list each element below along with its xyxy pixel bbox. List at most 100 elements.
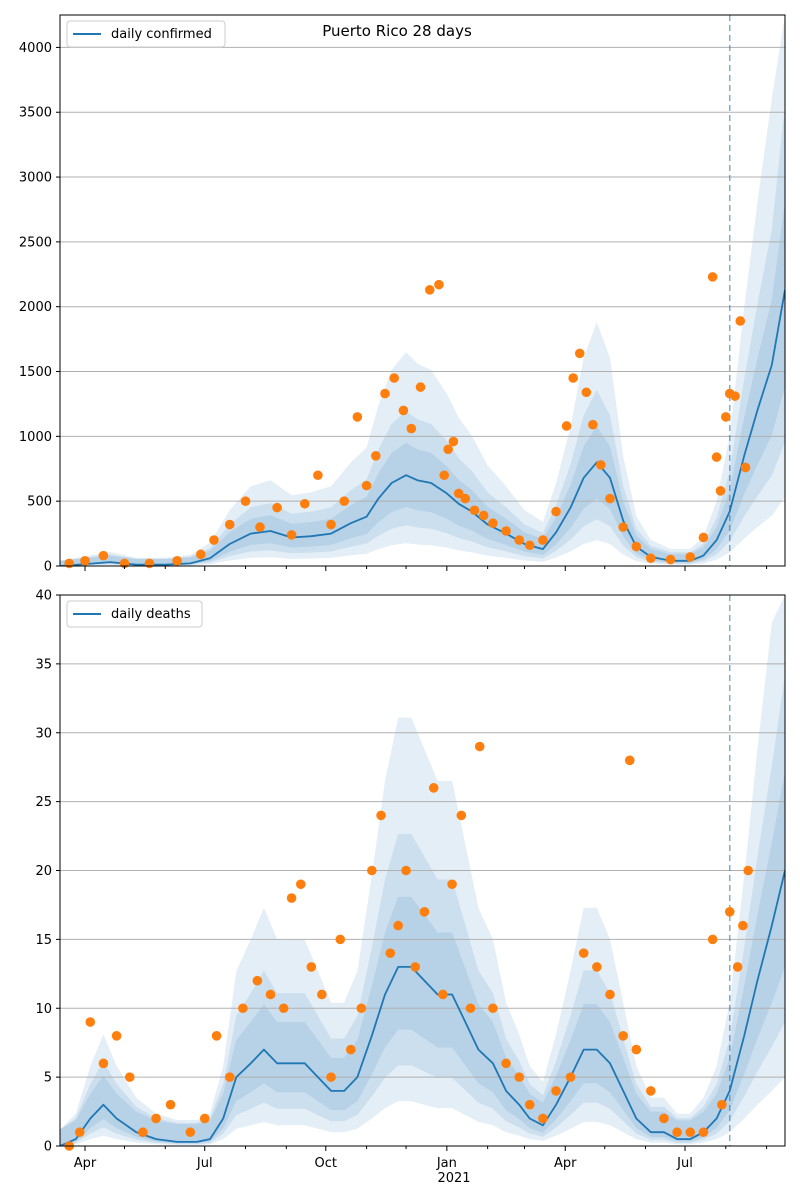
y-tick-label: 10 — [35, 1002, 52, 1017]
series-line — [60, 870, 785, 1146]
observed-point — [707, 934, 718, 945]
uncertainty-band-1 — [60, 105, 785, 566]
observed-point — [85, 1017, 96, 1027]
observed-point — [707, 272, 718, 282]
observed-point — [618, 522, 628, 532]
observed-point — [380, 388, 390, 399]
observed-point — [501, 1058, 511, 1069]
observed-point — [685, 1127, 696, 1138]
observed-point — [488, 1003, 498, 1014]
observed-point — [398, 405, 409, 416]
observed-point — [434, 279, 444, 290]
observed-point — [278, 1003, 289, 1014]
observed-point — [711, 452, 722, 462]
y-tick-label: 4000 — [19, 41, 52, 56]
deaths-legend-box — [66, 600, 203, 628]
observed-point — [295, 879, 306, 890]
observed-point — [561, 421, 572, 431]
observed-point — [80, 556, 90, 566]
confirmed-plot-frame — [59, 14, 786, 567]
observed-point — [424, 285, 435, 295]
observed-point — [151, 1113, 161, 1124]
observed-point — [514, 535, 525, 545]
deaths-panel: 0 5 10 15 20 25 30 35 40 Apr Jul Oct Jan Apr Jul dail… — [35, 589, 786, 1186]
observed-point — [138, 1127, 148, 1138]
y-tick-label: 2000 — [19, 300, 52, 315]
observed-point — [410, 962, 421, 972]
observed-point — [211, 1031, 222, 1041]
observed-point — [574, 348, 585, 359]
observed-point — [465, 1003, 476, 1014]
y-tick-label: 500 — [27, 495, 52, 510]
observed-point — [578, 948, 589, 958]
observed-point — [393, 920, 403, 931]
observed-point — [313, 470, 323, 481]
deaths-line — [60, 870, 785, 1146]
observed-point — [478, 510, 489, 521]
observed-point — [720, 412, 731, 422]
x-tick-label: Jan — [436, 1156, 457, 1171]
observed-point — [326, 519, 336, 530]
observed-point — [361, 480, 372, 491]
y-tick-label: 2500 — [19, 235, 52, 250]
observed-point — [732, 962, 743, 972]
observed-point — [645, 1086, 656, 1096]
observed-point — [439, 470, 450, 481]
observed-point — [740, 462, 751, 473]
observed-point — [469, 505, 480, 516]
observed-point — [299, 498, 310, 509]
observed-point — [743, 865, 753, 876]
observed-point — [98, 550, 109, 561]
observed-point — [272, 502, 282, 513]
y-tick-label: 1500 — [19, 365, 52, 380]
observed-point — [631, 1044, 642, 1055]
observed-point — [252, 975, 263, 986]
observed-point — [317, 989, 327, 1000]
observed-point — [460, 493, 471, 504]
confirmed-y-axis: 0 500 1000 1500 2000 2500 3000 3500 4000 — [19, 41, 60, 575]
deaths-y-axis: 0 5 10 15 20 25 30 35 40 — [35, 589, 60, 1155]
observed-point — [624, 755, 635, 766]
observed-point — [581, 387, 592, 398]
observed-point — [144, 558, 155, 569]
observed-point — [568, 373, 578, 383]
observed-point — [605, 989, 615, 1000]
observed-point — [195, 549, 206, 560]
y-tick-label: 0 — [44, 560, 52, 575]
observed-point — [415, 382, 426, 392]
observed-point — [255, 522, 265, 532]
observed-point — [645, 553, 656, 564]
observed-point — [524, 540, 535, 551]
observed-point — [453, 488, 464, 499]
observed-point — [428, 783, 439, 793]
confirmed-legend-label: daily confirmed — [111, 27, 212, 42]
observed-point — [524, 1099, 535, 1110]
observed-point — [447, 879, 457, 890]
observed-point — [111, 1031, 122, 1041]
x-tick-label: Jul — [196, 1156, 213, 1171]
confirmed-uncertainty-bands — [60, 15, 785, 566]
observed-point — [488, 518, 498, 529]
observed-point — [551, 1086, 561, 1096]
observed-point — [286, 530, 297, 540]
y-tick-label: 30 — [35, 726, 52, 741]
confirmed-panel: 0 500 1000 1500 2000 2500 3000 3500 4000 Puerto … — [19, 14, 786, 575]
y-tick-label: 5 — [44, 1071, 52, 1086]
observed-point — [735, 316, 746, 326]
observed-point — [724, 907, 735, 917]
observed-point — [401, 865, 411, 876]
observed-point — [618, 1031, 628, 1041]
observed-point — [389, 373, 400, 383]
confirmed-observed-points — [64, 272, 751, 569]
y-tick-label: 1000 — [19, 430, 52, 445]
x-tick-label: Apr — [74, 1156, 97, 1171]
observed-point — [326, 1072, 336, 1082]
observed-point — [238, 1003, 248, 1014]
uncertainty-band-2 — [60, 201, 785, 566]
uncertainty-band-2 — [60, 771, 785, 1146]
series-line — [60, 289, 785, 566]
observed-point — [209, 535, 219, 545]
observed-point — [514, 1072, 525, 1082]
observed-point — [406, 423, 417, 434]
deaths-x-axis: Apr Jul Oct Jan Apr Jul — [74, 1146, 768, 1171]
